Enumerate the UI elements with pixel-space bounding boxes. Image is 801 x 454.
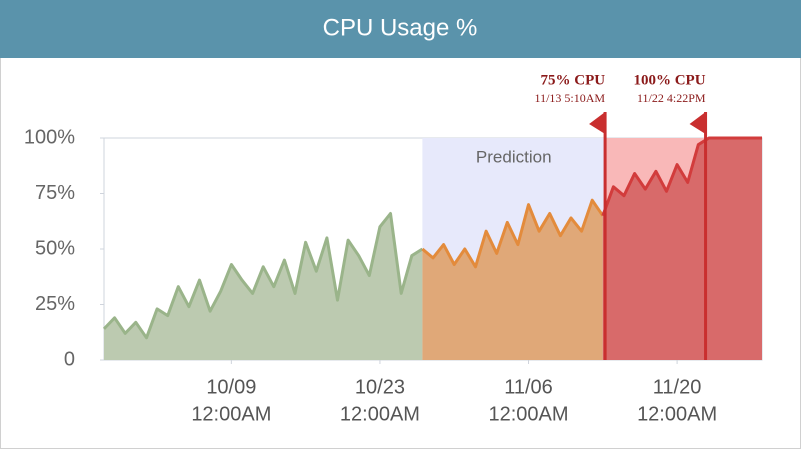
- area: [602, 138, 762, 360]
- y-tick-label: 0: [64, 348, 75, 370]
- area: [104, 213, 423, 360]
- x-tick-label: 12:00AM: [637, 403, 717, 425]
- header: [0, 0, 801, 58]
- line: [102, 212, 424, 340]
- line: [601, 136, 762, 217]
- x-tick-label: 12:00AM: [488, 403, 568, 425]
- prediction-label: Prediction: [476, 147, 552, 166]
- annotation-flag: [689, 112, 706, 134]
- line: [421, 198, 605, 269]
- x-tick-label: 10/09: [206, 376, 256, 398]
- x-tick-label: 10/23: [355, 376, 405, 398]
- annotation-label: 100% CPU: [633, 72, 705, 88]
- annotation-flag: [589, 112, 606, 134]
- plot: 0 25% 50% 75% 100% 10/09 12:00AM 10/23 12:00AM 11…: [24, 126, 762, 425]
- chart-title: CPU Usage %: [323, 14, 478, 41]
- x-tick-label: 11/06: [504, 376, 553, 398]
- y-tick-label: 50%: [35, 237, 75, 259]
- annotation-date: 11/13 5:10AM: [535, 91, 606, 105]
- y-tick-label: 25%: [35, 293, 75, 315]
- x-tick-label: 11/20: [653, 376, 702, 398]
- y-tick-label: 75%: [35, 182, 75, 204]
- x-tick-label: 12:00AM: [191, 403, 271, 425]
- annotation-label: 75% CPU: [541, 72, 606, 88]
- y-tick-label: 100%: [24, 126, 75, 148]
- annotation-date: 11/22 4:22PM: [637, 91, 706, 105]
- area: [422, 200, 603, 360]
- x-tick-label: 12:00AM: [340, 403, 420, 425]
